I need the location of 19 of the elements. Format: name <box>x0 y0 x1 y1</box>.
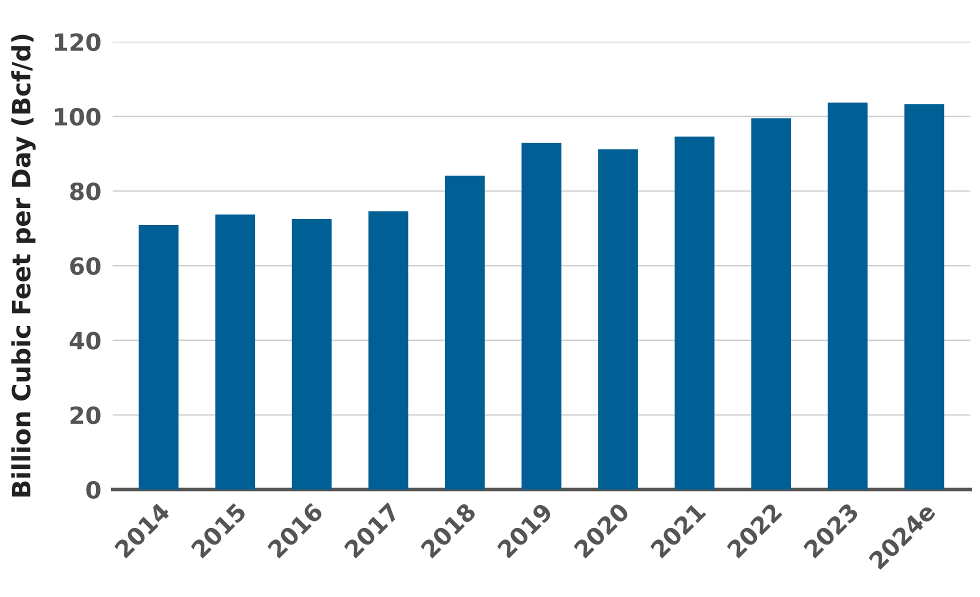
bar <box>138 224 179 490</box>
bar <box>598 149 638 490</box>
bar <box>292 219 332 490</box>
bar <box>751 118 792 490</box>
y-tick-label: 20 <box>70 406 100 424</box>
bar <box>522 142 562 490</box>
y-tick-label: 60 <box>70 257 100 275</box>
bar <box>444 176 485 490</box>
y-axis-title: Billion Cubic Feet per Day (Bcf/d) <box>11 34 36 496</box>
bar <box>674 136 714 490</box>
bar <box>368 211 408 490</box>
y-tick-label: 120 <box>54 33 100 52</box>
y-tick-label: 40 <box>70 332 100 350</box>
bar <box>215 214 256 490</box>
bar <box>828 102 868 490</box>
y-tick-label: 80 <box>70 182 100 200</box>
y-tick-label: 100 <box>54 108 100 126</box>
y-tick-label: 0 <box>86 480 100 499</box>
bar <box>904 104 944 490</box>
